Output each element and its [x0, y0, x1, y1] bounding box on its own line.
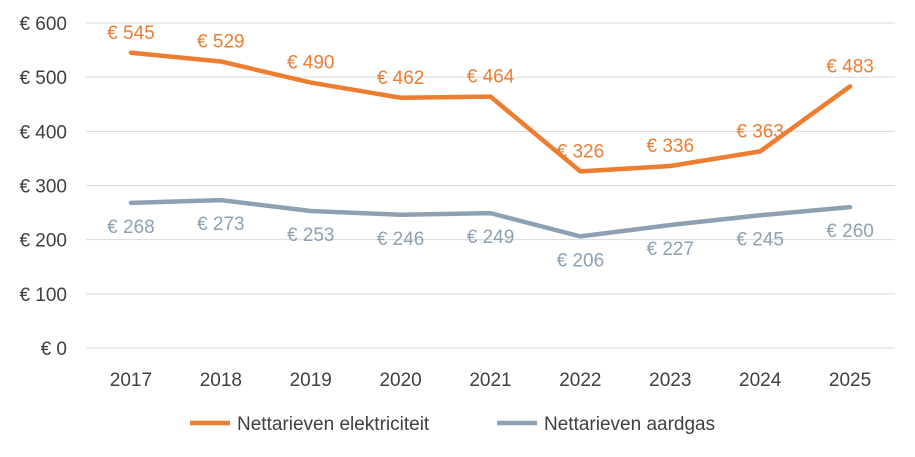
- data-label-nettarieven-elektriciteit: € 336: [647, 136, 695, 157]
- x-tick-label: 2018: [200, 370, 242, 391]
- y-tick-label: € 600: [19, 14, 67, 35]
- x-tick-label: 2017: [110, 370, 152, 391]
- data-label-nettarieven-elektriciteit: € 545: [107, 23, 155, 44]
- data-label-nettarieven-aardgas: € 246: [377, 229, 425, 250]
- data-label-nettarieven-aardgas: € 260: [826, 221, 874, 242]
- data-point-nettarieven-aardgas: [488, 211, 493, 216]
- data-point-nettarieven-elektriciteit: [488, 94, 493, 99]
- legend: Nettarieven elektriciteit Nettarieven aar…: [190, 414, 715, 435]
- data-point-nettarieven-elektriciteit: [398, 95, 403, 100]
- data-label-nettarieven-elektriciteit: € 363: [736, 121, 784, 142]
- series-line-nettarieven-aardgas: [128, 197, 853, 239]
- legend-label-nettarieven-aardgas: Nettarieven aardgas: [544, 414, 715, 435]
- data-label-nettarieven-elektriciteit: € 326: [557, 141, 605, 162]
- series-line-nettarieven-elektriciteit: [128, 50, 853, 174]
- gridlines: [86, 22, 895, 349]
- data-label-nettarieven-elektriciteit: € 483: [826, 56, 874, 77]
- data-label-nettarieven-aardgas: € 227: [647, 239, 695, 260]
- data-point-nettarieven-elektriciteit: [848, 84, 853, 89]
- data-point-nettarieven-aardgas: [758, 213, 763, 218]
- data-point-nettarieven-aardgas: [308, 208, 313, 213]
- data-label-nettarieven-aardgas: € 249: [467, 227, 515, 248]
- data-label-nettarieven-elektriciteit: € 464: [467, 67, 515, 88]
- data-point-nettarieven-elektriciteit: [578, 169, 583, 174]
- data-point-nettarieven-elektriciteit: [668, 164, 673, 169]
- data-label-nettarieven-aardgas: € 245: [736, 229, 784, 250]
- data-point-nettarieven-elektriciteit: [218, 59, 223, 64]
- data-point-nettarieven-aardgas: [668, 223, 673, 228]
- data-label-nettarieven-elektriciteit: € 462: [377, 68, 425, 89]
- series-lines: [128, 50, 853, 239]
- y-tick-label: € 500: [19, 68, 67, 89]
- x-tick-label: 2023: [649, 370, 691, 391]
- data-labels: € 545 € 529 € 490 € 462 € 464 € 326 € 336 € 363…: [107, 23, 874, 272]
- y-tick-label: € 100: [19, 285, 67, 306]
- data-point-nettarieven-aardgas: [578, 234, 583, 239]
- y-tick-label: € 300: [19, 177, 67, 198]
- data-label-nettarieven-aardgas: € 273: [197, 214, 245, 235]
- x-axis-tick-labels: 2017 2018 2019 2020 2021 2022 2023 2024 2025: [110, 370, 871, 391]
- y-tick-label: € 0: [41, 339, 67, 360]
- data-label-nettarieven-aardgas: € 253: [287, 225, 335, 246]
- data-label-nettarieven-elektriciteit: € 490: [287, 53, 335, 74]
- data-label-nettarieven-aardgas: € 206: [557, 250, 605, 271]
- x-tick-label: 2022: [559, 370, 601, 391]
- y-axis-tick-labels: € 0 € 100 € 200 € 300 € 400 € 500 € 600: [19, 14, 67, 360]
- x-tick-label: 2021: [469, 370, 511, 391]
- data-label-nettarieven-elektriciteit: € 529: [197, 31, 245, 52]
- data-point-nettarieven-elektriciteit: [308, 80, 313, 85]
- data-point-nettarieven-elektriciteit: [128, 50, 133, 55]
- x-tick-label: 2025: [829, 370, 871, 391]
- x-tick-label: 2024: [739, 370, 782, 391]
- x-tick-label: 2019: [290, 370, 332, 391]
- data-point-nettarieven-elektriciteit: [758, 149, 763, 154]
- data-point-nettarieven-aardgas: [398, 212, 403, 217]
- legend-label-nettarieven-elektriciteit: Nettarieven elektriciteit: [237, 414, 430, 435]
- y-tick-label: € 400: [19, 122, 67, 143]
- x-tick-label: 2020: [379, 370, 421, 391]
- data-label-nettarieven-aardgas: € 268: [107, 217, 155, 238]
- data-point-nettarieven-aardgas: [128, 200, 133, 205]
- data-point-nettarieven-aardgas: [848, 205, 853, 210]
- data-point-nettarieven-aardgas: [218, 198, 223, 203]
- y-tick-label: € 200: [19, 231, 67, 252]
